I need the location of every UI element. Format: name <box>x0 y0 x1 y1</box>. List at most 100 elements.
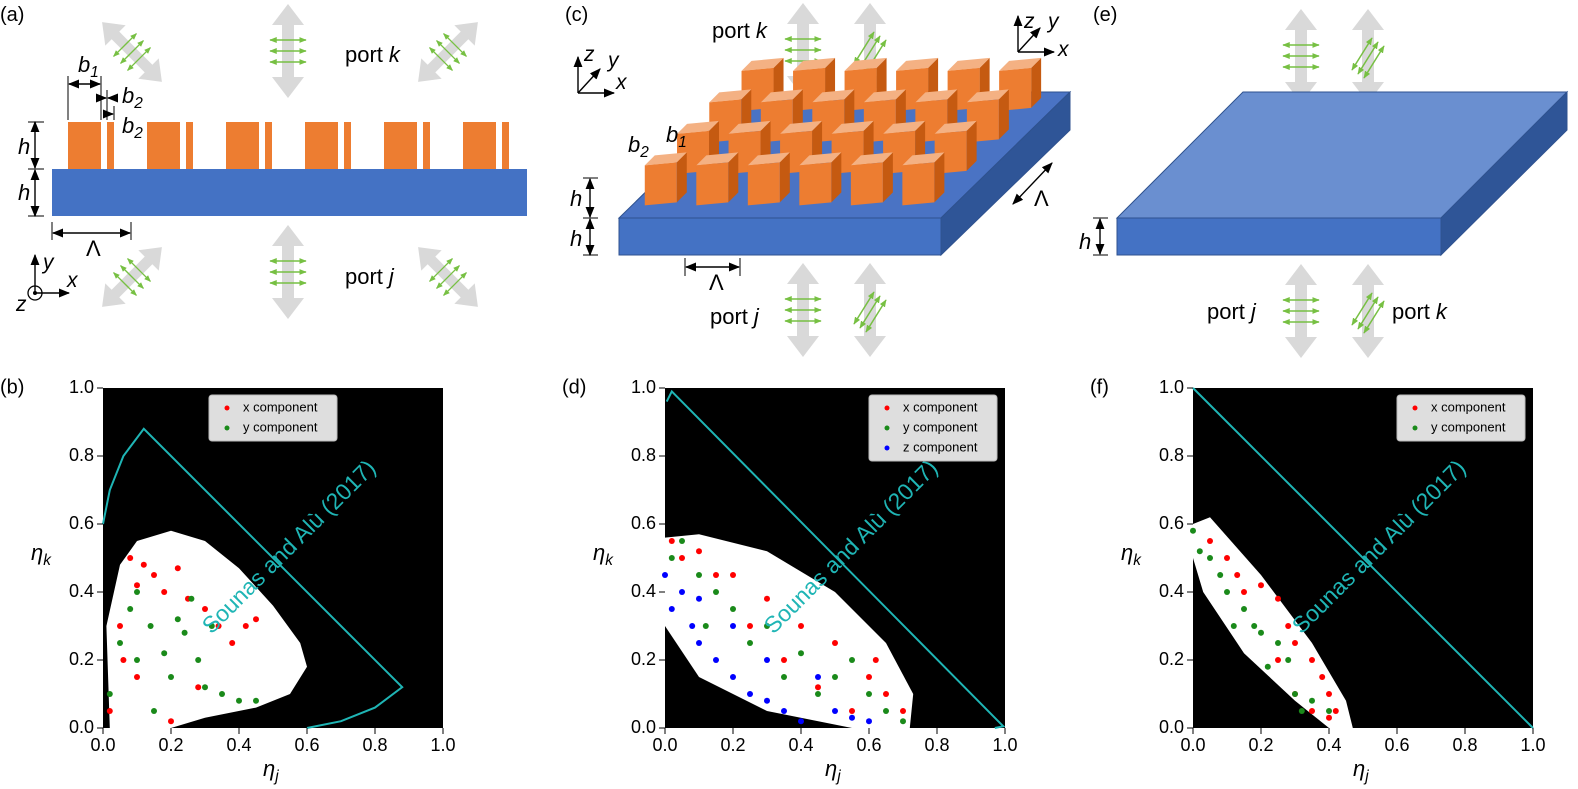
y-axis-label: ηk <box>593 540 614 569</box>
data-point <box>253 616 259 623</box>
data-point <box>1285 623 1292 629</box>
resonator-top <box>677 120 720 134</box>
data-point <box>134 657 140 663</box>
port-arrow <box>1283 264 1319 358</box>
x-tick-label: 1.0 <box>1520 735 1545 755</box>
axis-name: y <box>1046 10 1060 33</box>
y-tick-label: 0.4 <box>631 581 656 601</box>
data-point <box>120 657 127 663</box>
data-point <box>730 572 736 578</box>
feasible-region <box>665 534 914 728</box>
substrate-top <box>1115 91 1569 219</box>
data-point <box>679 589 685 595</box>
axis-name-part: y <box>1046 10 1060 33</box>
data-point <box>702 623 709 629</box>
data-point <box>866 691 872 697</box>
y-tick-label: 0.0 <box>69 717 94 737</box>
data-point <box>713 657 719 663</box>
dimension-label: b1 <box>666 122 687 151</box>
resonator-front <box>799 162 832 206</box>
panel-label-part: (e) <box>1093 4 1117 26</box>
port-arrow <box>854 263 886 357</box>
resonator-top <box>799 152 842 166</box>
x-tick-label: 0.4 <box>226 735 251 755</box>
x-tick-label: 0.8 <box>924 735 949 755</box>
dimension-label-part: Λ <box>709 270 724 295</box>
y-tick-label: 0.4 <box>69 581 94 601</box>
resonator-top <box>947 57 990 71</box>
legend-label: x component <box>903 399 978 414</box>
y-tick-label: 0.8 <box>1159 445 1184 465</box>
y-tick-label: 1.0 <box>69 377 94 397</box>
ridge-narrow <box>107 122 114 169</box>
y-tick-label: 0.8 <box>631 445 656 465</box>
coordinate-axis <box>577 68 601 94</box>
axis-name-part: x <box>1057 38 1070 61</box>
data-point <box>1196 548 1203 555</box>
feasible-region <box>1193 517 1353 728</box>
x-tick-label: 1.0 <box>992 735 1017 755</box>
data-point <box>662 572 668 578</box>
y-axis-label-part: η <box>593 540 605 565</box>
data-point <box>151 708 157 714</box>
dimension-label-part: h <box>570 226 582 251</box>
dimension-label-part: 1 <box>90 64 99 81</box>
data-point <box>117 640 123 646</box>
resonator-top <box>999 57 1042 71</box>
data-point <box>747 691 753 697</box>
x-axis-label: ηj <box>263 756 279 785</box>
resonator-front <box>902 162 935 206</box>
axis-name-part: z <box>583 43 595 66</box>
legend-label: y component <box>903 419 978 434</box>
data-point <box>781 708 787 714</box>
y-axis-label: ηk <box>31 540 52 569</box>
resonator-top <box>812 89 855 103</box>
x-axis-label-part: η <box>1353 756 1365 781</box>
resonator-front <box>644 162 677 206</box>
data-point <box>668 555 675 561</box>
data-point <box>242 623 249 629</box>
data-point <box>253 697 259 704</box>
port-label: port j <box>1207 299 1257 324</box>
port-label-part: port <box>1207 299 1245 324</box>
data-point <box>188 595 195 602</box>
x-tick-label: 0.0 <box>90 735 115 755</box>
port-label-part: j <box>386 264 395 289</box>
data-point <box>1217 572 1224 578</box>
resonator-top <box>728 120 771 134</box>
data-point <box>147 623 154 629</box>
dimension-label: h <box>18 134 30 159</box>
ridge-wide <box>463 122 496 169</box>
x-axis-label: ηj <box>825 756 841 785</box>
ridge-narrow <box>344 122 351 169</box>
data-point <box>679 538 685 544</box>
x-tick-label: 0.4 <box>1316 735 1341 755</box>
x-tick-label: 0.0 <box>652 735 677 755</box>
data-point <box>229 640 236 646</box>
ridge-wide <box>305 122 338 169</box>
resonator-front <box>850 162 883 206</box>
data-point <box>730 606 736 612</box>
dimension-label-part: b <box>122 113 134 138</box>
axis-name-part: z <box>1023 10 1035 33</box>
data-point <box>1241 589 1247 595</box>
y-tick-label: 1.0 <box>631 377 656 397</box>
x-tick-label: 0.2 <box>1248 735 1273 755</box>
data-point <box>1332 708 1339 714</box>
resonator-top <box>850 152 893 166</box>
port-arrow <box>785 263 821 357</box>
dimension-arrow <box>1012 162 1053 205</box>
legend-marker <box>1412 425 1418 431</box>
data-point <box>815 674 821 680</box>
resonator-side <box>676 152 687 203</box>
axis-name: z <box>15 293 27 316</box>
ridge-narrow <box>502 122 509 169</box>
y-tick-label: 1.0 <box>1159 377 1184 397</box>
x-axis-label: ηj <box>1353 756 1369 785</box>
dimension-label-part: b <box>666 122 678 147</box>
substrate-side <box>1440 90 1568 257</box>
data-point <box>713 589 719 595</box>
legend-box <box>1396 394 1526 442</box>
y-axis-label: ηk <box>1121 540 1142 569</box>
data-point <box>1326 708 1332 714</box>
